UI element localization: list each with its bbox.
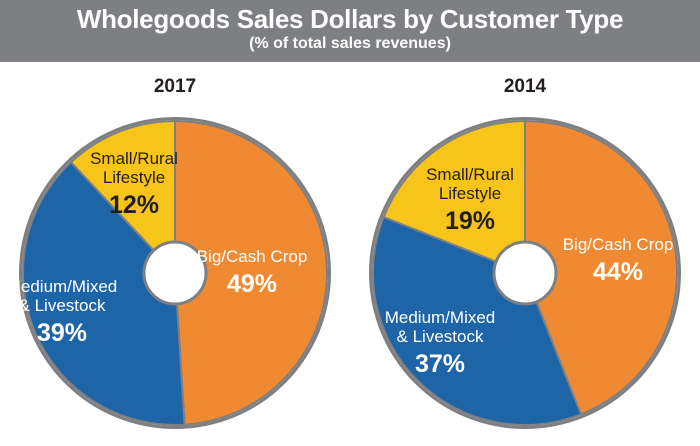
pie-2014-slice-medium-mixed-livestock	[372, 215, 583, 426]
chart-subtitle: (% of total sales revenues)	[249, 35, 451, 52]
pie-2014-slice-small-rural-lifestyle	[382, 119, 526, 275]
pie-2017-year-label: 2017	[153, 76, 197, 97]
pie-2017: Big/Cash Crop 49% Medium/Mixed & Livestock 3…	[7, 117, 331, 429]
pie-2014-slice-big-cash-crop	[524, 119, 678, 416]
pie-2014-value-medium-mixed-livestock: 37%	[415, 350, 465, 378]
pie-2017-label-small-rural-lifestyle: Small/Rural Lifestyle	[90, 149, 178, 187]
pie-2014-year-label: 2014	[503, 76, 547, 97]
pie-2014-value-small-rural-lifestyle: 19%	[445, 207, 495, 235]
pie-2017-value-medium-mixed-livestock: 39%	[37, 319, 87, 347]
pie-2017-slice-medium-mixed-livestock	[22, 160, 186, 426]
pie-2017-value-big-cash-crop: 49%	[227, 270, 277, 298]
pie-2014-label-medium-mixed-livestock: Medium/Mixed & Livestock	[385, 308, 496, 346]
chart-title: Wholegoods Sales Dollars by Customer Typ…	[76, 4, 624, 34]
pie-2014: Big/Cash Crop 44% Medium/Mixed & Livestock 3…	[369, 117, 681, 429]
pie-2017-hole	[142, 240, 208, 306]
pie-2017-label-big-cash-crop: Big/Cash Crop	[197, 247, 308, 266]
pie-2017-value-small-rural-lifestyle: 12%	[109, 191, 159, 219]
pie-2017-slice-small-rural-lifestyle	[69, 119, 176, 276]
pie-2017-label-medium-mixed-livestock: Medium/Mixed & Livestock	[7, 277, 118, 315]
pie-2017-slice-big-cash-crop	[174, 119, 328, 426]
pie-2014-value-big-cash-crop: 44%	[593, 258, 643, 286]
pie-2014-hole	[492, 240, 558, 306]
pie-2014-label-big-cash-crop: Big/Cash Crop	[563, 235, 674, 254]
chart-header: Wholegoods Sales Dollars by Customer Typ…	[0, 0, 700, 62]
pie-2014-label-small-rural-lifestyle: Small/Rural Lifestyle	[426, 165, 514, 203]
